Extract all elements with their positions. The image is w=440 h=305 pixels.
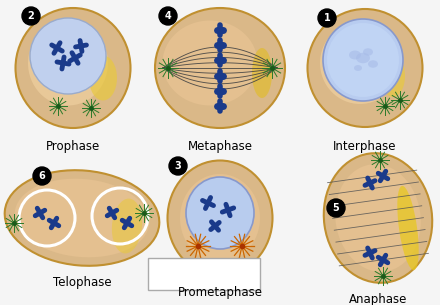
Ellipse shape: [363, 48, 373, 56]
Text: Prophase: Prophase: [46, 140, 100, 153]
Text: 5: 5: [333, 203, 339, 213]
Circle shape: [30, 18, 106, 94]
Text: 3: 3: [175, 161, 181, 171]
Text: Anaphase: Anaphase: [349, 293, 407, 305]
Ellipse shape: [112, 199, 142, 253]
Ellipse shape: [15, 8, 131, 128]
Circle shape: [22, 7, 40, 25]
Ellipse shape: [381, 55, 405, 97]
Ellipse shape: [327, 23, 399, 97]
Text: Metaphase: Metaphase: [187, 140, 253, 153]
Text: 1: 1: [324, 13, 330, 23]
Ellipse shape: [15, 179, 149, 257]
Ellipse shape: [308, 9, 422, 127]
Text: Prometaphase: Prometaphase: [177, 286, 263, 299]
Ellipse shape: [335, 164, 421, 272]
Ellipse shape: [180, 174, 260, 262]
Text: 6: 6: [39, 171, 45, 181]
Ellipse shape: [186, 177, 254, 249]
Circle shape: [33, 167, 51, 185]
Text: 4: 4: [165, 11, 171, 21]
Ellipse shape: [323, 19, 403, 101]
Circle shape: [169, 157, 187, 175]
Ellipse shape: [349, 51, 361, 59]
Text: 2: 2: [28, 11, 34, 21]
Circle shape: [318, 9, 336, 27]
Circle shape: [159, 7, 177, 25]
Text: Telophase: Telophase: [53, 276, 111, 289]
Ellipse shape: [28, 20, 108, 106]
Bar: [148, 258, 260, 290]
Circle shape: [327, 199, 345, 217]
Ellipse shape: [89, 56, 117, 101]
Ellipse shape: [162, 20, 257, 106]
Ellipse shape: [155, 8, 285, 128]
Ellipse shape: [168, 160, 272, 275]
Text: Interphase: Interphase: [333, 140, 397, 153]
Ellipse shape: [354, 65, 362, 71]
Ellipse shape: [324, 153, 432, 283]
Ellipse shape: [252, 48, 272, 98]
Ellipse shape: [5, 170, 159, 266]
Ellipse shape: [320, 22, 400, 104]
Ellipse shape: [356, 53, 370, 63]
Ellipse shape: [368, 60, 378, 68]
Ellipse shape: [397, 186, 419, 270]
